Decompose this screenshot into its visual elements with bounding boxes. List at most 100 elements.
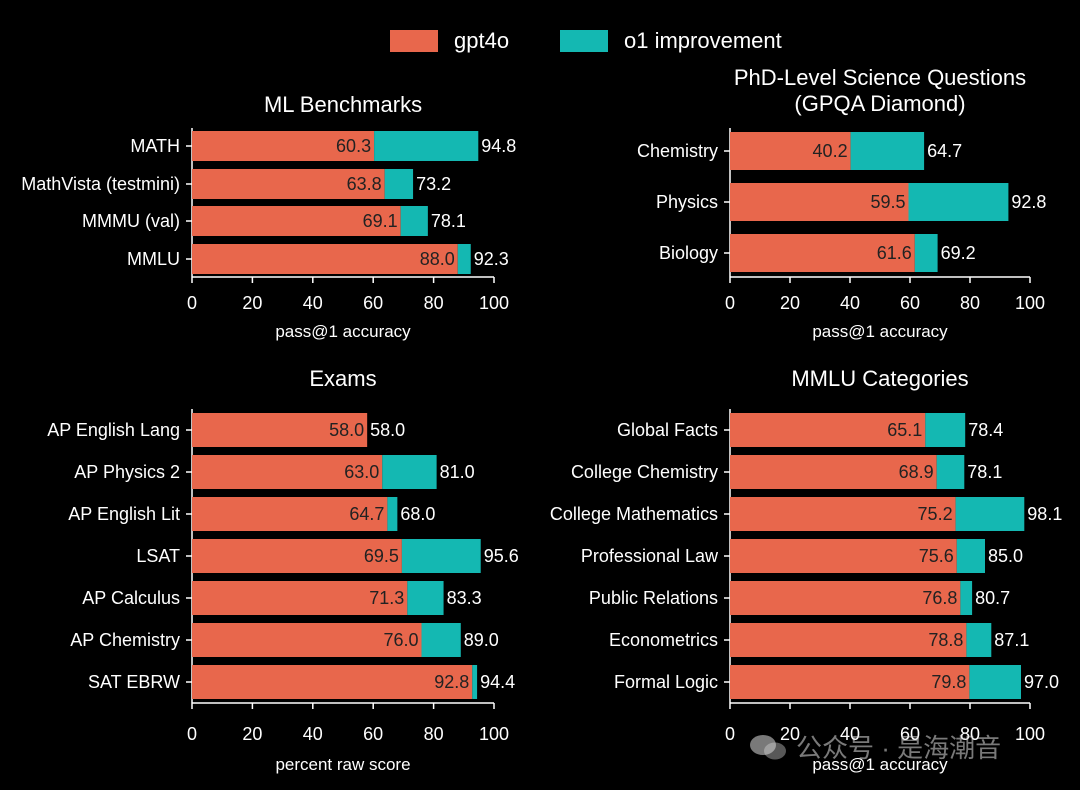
bar-o1-improvement <box>908 183 1009 221</box>
bar-gpt4o <box>192 455 383 489</box>
value-label-gpt4o: 40.2 <box>813 141 848 161</box>
category-label: Econometrics <box>609 630 718 650</box>
value-label-gpt4o: 88.0 <box>420 249 455 269</box>
bar-o1-improvement <box>384 169 414 199</box>
value-label-total: 94.8 <box>481 136 516 156</box>
category-label: College Chemistry <box>571 462 718 482</box>
chart-title: MMLU Categories <box>791 366 968 391</box>
value-label-gpt4o: 59.5 <box>870 192 905 212</box>
value-label-total: 97.0 <box>1024 672 1059 692</box>
bar-o1-improvement <box>850 132 925 170</box>
category-label: Physics <box>656 192 718 212</box>
chart-subtitle: (GPQA Diamond) <box>794 91 965 116</box>
value-label-total: 89.0 <box>464 630 499 650</box>
category-label: Public Relations <box>589 588 718 608</box>
value-label-gpt4o: 63.8 <box>347 174 382 194</box>
x-tick-label: 100 <box>479 293 509 313</box>
category-label: Chemistry <box>637 141 718 161</box>
value-label-total: 92.3 <box>474 249 509 269</box>
bar-gpt4o <box>730 539 957 573</box>
legend-label-gpt4o: gpt4o <box>454 28 510 53</box>
value-label-gpt4o: 71.3 <box>369 588 404 608</box>
bar-o1-improvement <box>936 455 965 489</box>
bar-o1-improvement <box>421 623 461 657</box>
bar-gpt4o <box>192 169 385 199</box>
x-tick-label: 20 <box>242 724 262 744</box>
bar-gpt4o <box>730 623 967 657</box>
value-label-total: 78.4 <box>968 420 1003 440</box>
bar-o1-improvement <box>925 413 966 447</box>
x-tick-label: 0 <box>187 293 197 313</box>
value-label-total: 87.1 <box>994 630 1029 650</box>
x-tick-label: 20 <box>780 293 800 313</box>
value-label-total: 94.4 <box>480 672 515 692</box>
x-tick-label: 100 <box>1015 293 1045 313</box>
legend-swatch-gpt4o <box>390 30 438 52</box>
bar-o1-improvement <box>956 539 985 573</box>
value-label-gpt4o: 79.8 <box>931 672 966 692</box>
value-label-gpt4o: 69.5 <box>364 546 399 566</box>
x-tick-label: 40 <box>303 724 323 744</box>
value-label-gpt4o: 63.0 <box>344 462 379 482</box>
bar-gpt4o <box>730 455 937 489</box>
x-tick-label: 80 <box>960 293 980 313</box>
bar-o1-improvement <box>969 665 1021 699</box>
value-label-total: 78.1 <box>967 462 1002 482</box>
value-label-gpt4o: 78.8 <box>928 630 963 650</box>
category-label: MathVista (testmini) <box>21 174 180 194</box>
value-label-gpt4o: 76.8 <box>922 588 957 608</box>
bar-gpt4o <box>730 234 915 272</box>
legend-swatch-improvement <box>560 30 608 52</box>
x-axis-label: percent raw score <box>275 755 410 774</box>
value-label-total: 58.0 <box>370 420 405 440</box>
category-label: MMLU <box>127 249 180 269</box>
value-label-gpt4o: 64.7 <box>349 504 384 524</box>
x-axis-label: pass@1 accuracy <box>812 755 948 774</box>
bar-o1-improvement <box>387 497 398 531</box>
value-label-total: 98.1 <box>1027 504 1062 524</box>
bar-gpt4o <box>730 665 970 699</box>
bar-gpt4o <box>192 131 375 161</box>
x-axis-label: pass@1 accuracy <box>812 322 948 341</box>
category-label: SAT EBRW <box>88 672 180 692</box>
value-label-total: 80.7 <box>975 588 1010 608</box>
x-tick-label: 40 <box>840 724 860 744</box>
category-label: MMMU (val) <box>82 211 180 231</box>
value-label-total: 69.2 <box>941 243 976 263</box>
bar-o1-improvement <box>914 234 938 272</box>
category-label: AP Physics 2 <box>74 462 180 482</box>
category-label: Formal Logic <box>614 672 718 692</box>
bar-o1-improvement <box>955 497 1025 531</box>
category-label: MATH <box>130 136 180 156</box>
bar-o1-improvement <box>374 131 479 161</box>
x-tick-label: 60 <box>900 724 920 744</box>
value-label-gpt4o: 60.3 <box>336 136 371 156</box>
value-label-total: 81.0 <box>440 462 475 482</box>
bar-o1-improvement <box>382 455 437 489</box>
bar-gpt4o <box>192 623 422 657</box>
x-axis-label: pass@1 accuracy <box>275 322 411 341</box>
value-label-total: 85.0 <box>988 546 1023 566</box>
category-label: Biology <box>659 243 718 263</box>
value-label-total: 68.0 <box>400 504 435 524</box>
value-label-gpt4o: 68.9 <box>899 462 934 482</box>
x-tick-label: 60 <box>900 293 920 313</box>
legend: gpt4o o1 improvement <box>0 28 1080 62</box>
x-tick-label: 80 <box>424 293 444 313</box>
bar-o1-improvement <box>472 665 478 699</box>
bar-gpt4o <box>730 132 851 170</box>
value-label-gpt4o: 92.8 <box>434 672 469 692</box>
x-tick-label: 60 <box>363 293 383 313</box>
legend-label-improvement: o1 improvement <box>624 28 782 53</box>
x-tick-label: 20 <box>780 724 800 744</box>
bar-gpt4o <box>192 539 402 573</box>
bar-gpt4o <box>192 665 473 699</box>
bar-gpt4o <box>192 206 401 236</box>
x-tick-label: 80 <box>960 724 980 744</box>
x-tick-label: 80 <box>424 724 444 744</box>
category-label: Global Facts <box>617 420 718 440</box>
x-tick-label: 100 <box>1015 724 1045 744</box>
x-tick-label: 0 <box>725 724 735 744</box>
bar-o1-improvement <box>400 206 428 236</box>
